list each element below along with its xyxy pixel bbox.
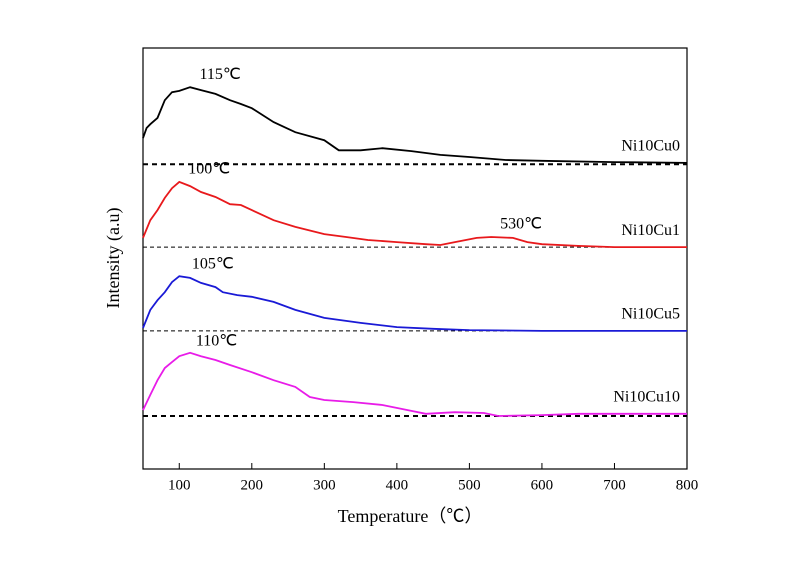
x-tick-label: 500	[458, 477, 481, 493]
x-tick-label: 700	[603, 477, 626, 493]
x-tick-label: 400	[386, 477, 409, 493]
x-tick-label: 100	[168, 477, 191, 493]
legend-label: Ni10Cu5	[621, 306, 680, 323]
x-tick-label: 200	[241, 477, 264, 493]
series-line	[142, 86, 688, 164]
peak-label: 530℃	[500, 216, 542, 233]
legend-label: Ni10Cu0	[621, 138, 680, 155]
series-line	[142, 180, 687, 248]
legend-label: Ni10Cu10	[613, 389, 680, 406]
y-axis-label: Intensity (a.u)	[103, 208, 124, 309]
series-line	[142, 351, 687, 417]
plot-frame	[142, 47, 688, 470]
peak-label: 105℃	[192, 255, 234, 272]
x-axis-label: Temperature（℃）	[338, 506, 483, 526]
x-tick-label: 300	[313, 477, 336, 493]
x-tick-label: 800	[676, 477, 699, 493]
series-line	[142, 275, 687, 332]
peak-label: 110℃	[196, 333, 237, 350]
peak-label: 115℃	[199, 66, 240, 83]
x-tick-label: 600	[531, 477, 554, 493]
peak-label: 100℃	[188, 161, 230, 178]
legend-label: Ni10Cu1	[621, 222, 680, 239]
